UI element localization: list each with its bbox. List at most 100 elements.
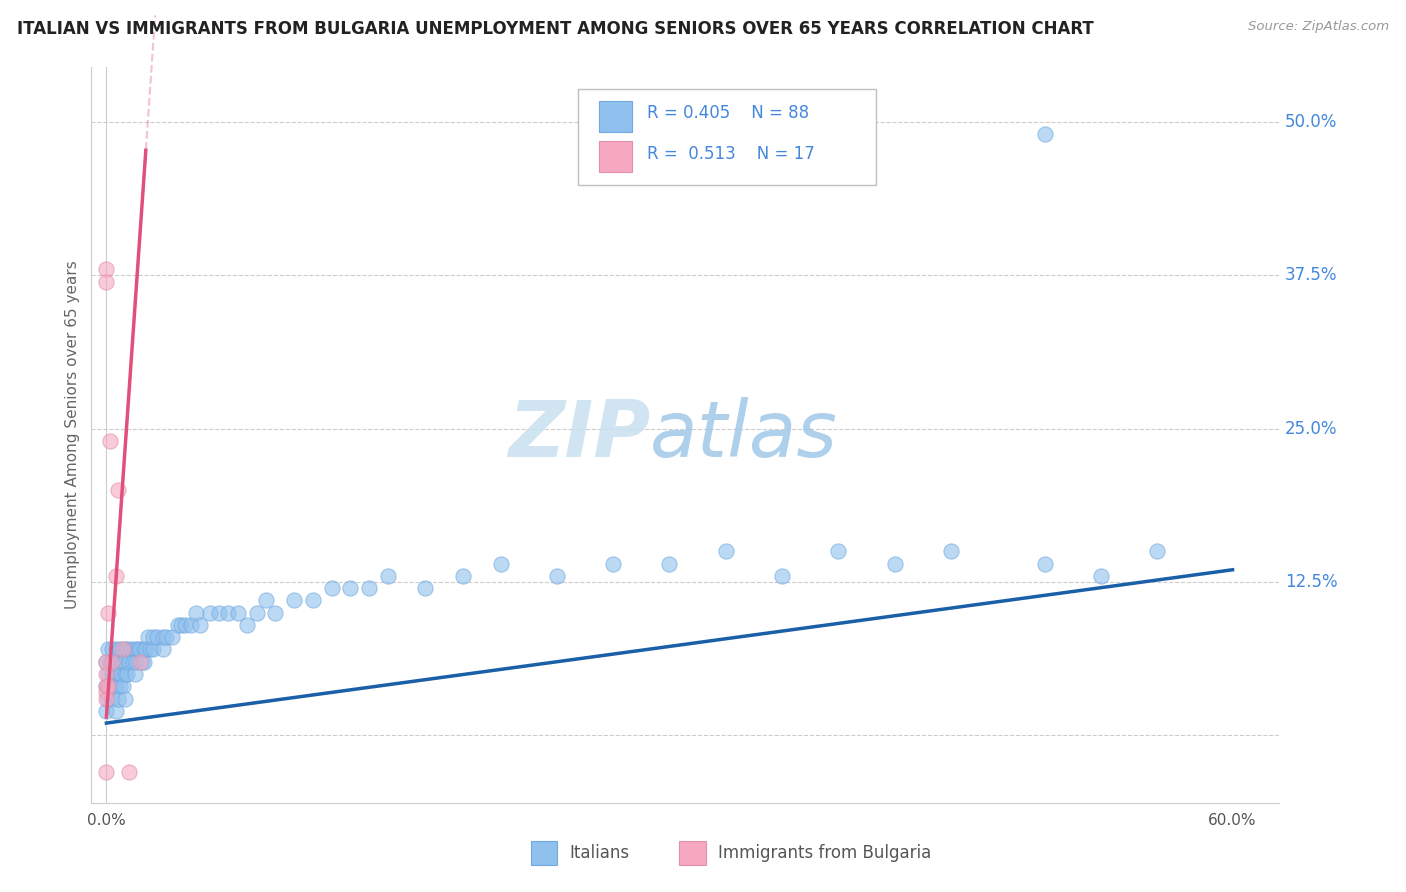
Point <box>96 655 118 669</box>
Text: Source: ZipAtlas.com: Source: ZipAtlas.com <box>1249 20 1389 33</box>
Point <box>170 618 193 632</box>
Point <box>1033 557 1056 571</box>
Point <box>136 630 159 644</box>
Point <box>120 642 142 657</box>
Point <box>96 685 118 699</box>
Point <box>254 593 277 607</box>
Point <box>827 544 849 558</box>
Point <box>96 765 118 780</box>
Point <box>339 581 361 595</box>
Bar <box>599 101 631 131</box>
Point <box>124 642 146 657</box>
Point <box>489 557 512 571</box>
Point <box>108 667 131 681</box>
Point <box>96 679 118 693</box>
Point <box>104 655 127 669</box>
Point <box>121 655 143 669</box>
Text: 25.0%: 25.0% <box>1285 420 1337 438</box>
Point <box>166 618 188 632</box>
Point <box>1090 569 1112 583</box>
Text: 12.5%: 12.5% <box>1285 573 1337 591</box>
Point <box>96 655 118 669</box>
Point <box>107 667 129 681</box>
Text: 37.5%: 37.5% <box>1285 267 1337 285</box>
Point <box>142 630 165 644</box>
Point <box>124 667 146 681</box>
Point <box>146 630 169 644</box>
Point <box>198 606 221 620</box>
Text: R =  0.513    N = 17: R = 0.513 N = 17 <box>647 145 815 163</box>
Point <box>96 679 118 693</box>
Point <box>129 642 152 657</box>
Text: Immigrants from Bulgaria: Immigrants from Bulgaria <box>717 844 931 862</box>
Point <box>174 618 197 632</box>
Point <box>104 642 127 657</box>
Point <box>180 618 202 632</box>
Point <box>107 691 129 706</box>
Point <box>208 606 231 620</box>
Bar <box>679 841 706 864</box>
Point <box>658 557 681 571</box>
Point <box>132 642 155 657</box>
Point <box>96 704 118 718</box>
Point <box>451 569 474 583</box>
Point <box>138 642 160 657</box>
Point <box>114 655 136 669</box>
Point <box>939 544 962 558</box>
Point <box>546 569 568 583</box>
Point <box>96 667 118 681</box>
Point <box>883 557 905 571</box>
Point <box>118 655 141 669</box>
Point <box>110 655 132 669</box>
Point <box>115 667 138 681</box>
Point <box>142 642 165 657</box>
Point <box>104 569 127 583</box>
Point <box>217 606 239 620</box>
Point <box>103 679 125 693</box>
Point <box>104 679 127 693</box>
Point <box>108 679 131 693</box>
Point <box>131 655 153 669</box>
Point <box>283 593 305 607</box>
Point <box>714 544 737 558</box>
Point <box>245 606 267 620</box>
Point <box>98 655 121 669</box>
Point <box>97 642 120 657</box>
Point <box>236 618 259 632</box>
Point <box>108 642 131 657</box>
Point <box>770 569 793 583</box>
Text: R = 0.405    N = 88: R = 0.405 N = 88 <box>647 104 810 122</box>
Point <box>98 434 121 448</box>
Point <box>104 704 127 718</box>
Point <box>135 642 157 657</box>
Point <box>118 765 141 780</box>
Point <box>112 642 135 657</box>
Point <box>415 581 437 595</box>
Text: atlas: atlas <box>650 397 838 473</box>
Point <box>377 569 399 583</box>
Point <box>359 581 381 595</box>
Point <box>103 655 125 669</box>
Point <box>112 679 135 693</box>
Point <box>107 483 129 497</box>
Point <box>152 630 174 644</box>
Point <box>97 667 120 681</box>
Point <box>1146 544 1168 558</box>
Point <box>186 606 208 620</box>
Point <box>152 642 174 657</box>
Point <box>97 606 120 620</box>
Bar <box>531 841 557 864</box>
FancyBboxPatch shape <box>578 89 876 185</box>
Point <box>96 262 118 277</box>
Y-axis label: Unemployment Among Seniors over 65 years: Unemployment Among Seniors over 65 years <box>65 260 80 609</box>
Point <box>155 630 177 644</box>
Point <box>127 642 149 657</box>
Text: ITALIAN VS IMMIGRANTS FROM BULGARIA UNEMPLOYMENT AMONG SENIORS OVER 65 YEARS COR: ITALIAN VS IMMIGRANTS FROM BULGARIA UNEM… <box>17 20 1094 37</box>
Point <box>97 691 120 706</box>
Text: 50.0%: 50.0% <box>1285 113 1337 131</box>
Point <box>101 691 124 706</box>
Point <box>1033 128 1056 142</box>
Point <box>115 642 138 657</box>
Point <box>188 618 211 632</box>
Point <box>98 679 121 693</box>
